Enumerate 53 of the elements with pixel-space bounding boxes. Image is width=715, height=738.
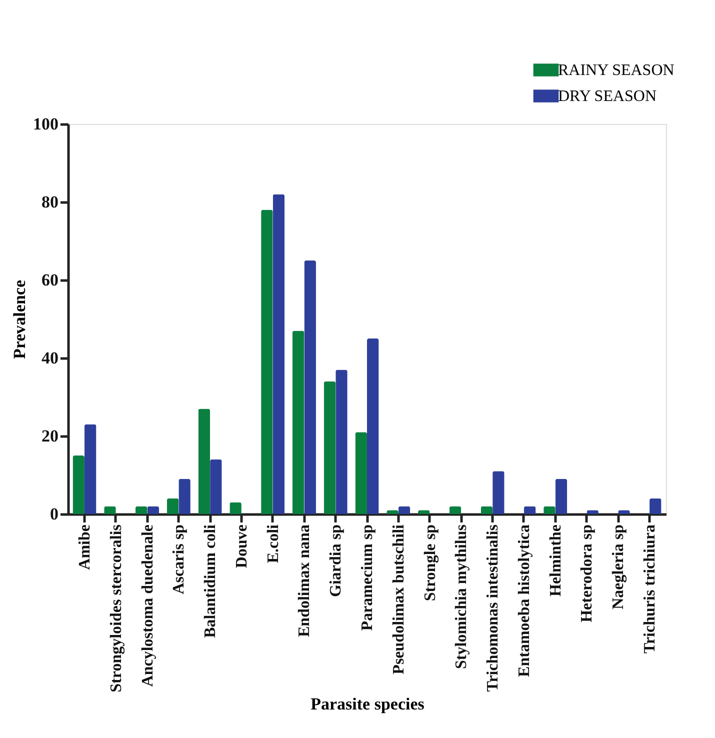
y-axis-title: Prevalence bbox=[10, 280, 29, 359]
bar bbox=[261, 210, 273, 514]
bar bbox=[492, 471, 504, 514]
bar bbox=[84, 424, 96, 514]
bar bbox=[272, 194, 285, 514]
y-tick-label: 100 bbox=[33, 114, 58, 134]
x-tick-label: Heterodora sp bbox=[578, 524, 596, 622]
y-tick-label: 80 bbox=[42, 192, 58, 212]
x-tick-label: Ascaris sp bbox=[170, 524, 188, 594]
x-tick-label: Trichuris trichiura bbox=[642, 524, 659, 654]
y-tick-label: 60 bbox=[42, 270, 58, 290]
bar bbox=[367, 338, 379, 514]
x-tick-label: Naegleria sp bbox=[610, 524, 628, 610]
bar bbox=[210, 459, 222, 514]
bar bbox=[230, 502, 242, 514]
bar bbox=[304, 260, 316, 514]
y-tick-label: 0 bbox=[50, 504, 58, 524]
x-axis-title: Parasite species bbox=[310, 694, 425, 714]
legend-label: RAINY SEASON bbox=[558, 62, 675, 79]
x-tick-label: Helminthe bbox=[547, 524, 564, 596]
x-tick-label: Giardia sp bbox=[328, 524, 345, 597]
bar bbox=[198, 408, 210, 514]
x-tick-label: Entamoeba histolytica bbox=[516, 524, 533, 677]
x-tick-label: Endolimax nana bbox=[296, 524, 314, 637]
bar bbox=[178, 478, 190, 514]
x-tick-label: Strongle sp bbox=[422, 524, 439, 602]
bar bbox=[480, 506, 493, 514]
x-tick-label: Amibe bbox=[76, 524, 94, 570]
x-tick-label: E.coli bbox=[264, 524, 282, 564]
bar bbox=[336, 370, 348, 514]
x-tick-label: Pseudolimax butschili bbox=[390, 524, 408, 674]
bar bbox=[555, 478, 568, 514]
x-tick-label: Stylomichia mythilus bbox=[453, 524, 470, 669]
x-tick-label: Trichomonas intestinalis bbox=[484, 524, 502, 692]
bar bbox=[324, 381, 336, 514]
x-tick-label: Balantidium coli bbox=[202, 524, 220, 638]
y-tick-label: 20 bbox=[42, 426, 58, 446]
x-tick-label: Douve bbox=[233, 524, 250, 568]
bar bbox=[147, 506, 160, 514]
bar bbox=[72, 456, 84, 514]
x-tick-label: Ancylostoma duedenale bbox=[139, 524, 156, 687]
bar bbox=[650, 498, 662, 514]
bar bbox=[135, 506, 148, 514]
y-tick-label: 40 bbox=[42, 348, 58, 368]
bar bbox=[355, 432, 367, 514]
bar bbox=[166, 498, 179, 514]
bar bbox=[449, 506, 462, 514]
bar bbox=[524, 506, 536, 514]
bar bbox=[398, 506, 410, 514]
x-tick-label: Paramecium sp bbox=[359, 524, 376, 631]
legend-label: DRY SEASON bbox=[558, 88, 657, 105]
x-tick-label: Strongyloides stercoralis bbox=[108, 524, 125, 692]
bar bbox=[292, 330, 304, 514]
